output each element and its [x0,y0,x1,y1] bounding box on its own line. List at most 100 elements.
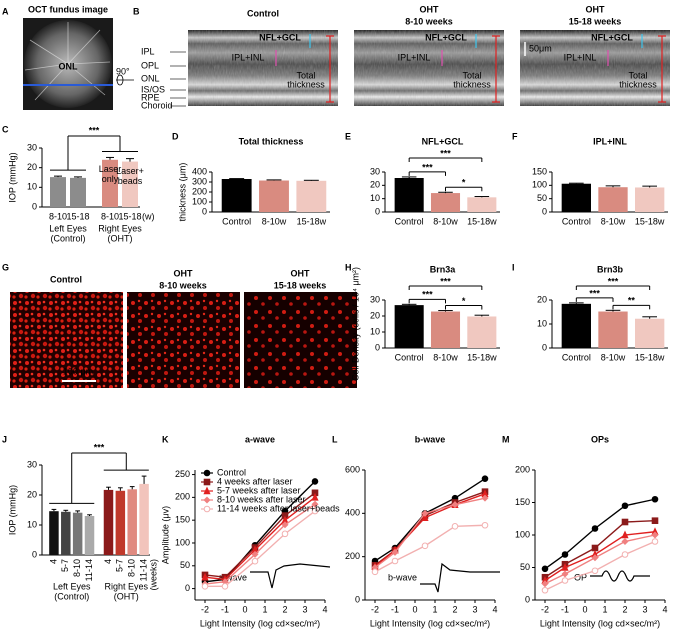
x-tick-label: Control [562,352,591,362]
y-tick-label: 30 [370,294,380,304]
y-axis-label: Amplitude (μv) [160,506,170,564]
point [421,513,429,521]
bar [49,511,59,555]
chart-title: OPs [591,434,609,444]
y-tick-label: 10 [370,193,380,203]
bar [394,178,424,212]
y-tick-label: 30 [370,166,380,176]
scale-label: 100 μm [63,366,93,376]
point [481,494,489,502]
significance: * [462,178,466,188]
panel-letter: M [502,434,510,444]
bar [221,179,252,212]
group-label: Right Eyes [98,223,142,233]
chart-title: Brn3a [430,264,457,274]
x-tick-label: 5-7 [115,559,125,572]
image-title: Control [247,8,279,18]
x-tick-label: 4 [662,604,667,614]
x-tick-label: -2 [541,604,549,614]
y-tick-label: 100 [532,180,547,190]
point [621,518,629,526]
bar [122,161,138,207]
inset-label: a-wave [218,572,247,582]
y-tick-label: 0 [185,583,190,593]
x-axis-label: Light Intensity (log cd×sec/m²) [540,618,660,628]
point [561,551,569,558]
group-label: (OHT) [108,233,133,243]
y-tick-label: 0 [32,549,37,559]
image-title: 15-18 weeks [569,16,622,26]
bar [598,187,628,212]
x-tick-label: 3 [642,604,647,614]
point [251,550,259,558]
x-axis-label: Light Intensity (log cd×sec/m²) [200,618,320,628]
layer-label: RPE [141,92,160,102]
x-tick-label: 1 [262,604,267,614]
panel-letter: H [345,262,352,272]
point [203,486,211,495]
y-tick-label: 150 [532,166,547,176]
bar [635,187,665,212]
y-tick-label: 0 [525,594,530,604]
y-tick-label: 20 [370,180,380,190]
y-tick-label: 400 [345,508,360,518]
bar [635,318,665,348]
x-tick-label: 15-18w [297,216,327,226]
y-tick-label: 0 [202,206,207,216]
series-line [374,478,486,562]
legend-label: 4 weeks after laser [217,476,293,486]
y-tick-label: 0 [375,342,380,352]
x-tick-label: 0 [412,604,417,614]
y-tick-label: 150 [175,515,190,525]
chart-title: b-wave [415,434,446,444]
point [421,509,429,517]
point [203,469,211,477]
bar [561,303,591,348]
group-label: (OHT) [114,591,139,601]
y-tick-label: 250 [175,469,190,479]
onl-label: ONL [59,61,79,71]
point [621,530,629,539]
total-label: thickness [619,79,657,89]
x-tick-label: 8-10 [127,559,137,577]
x-unit-label: (w) [142,211,155,221]
significance: *** [440,148,451,158]
inset-waveform [590,570,650,582]
x-tick-label: 15-18 [118,211,141,221]
y-tick-label: 10 [370,326,380,336]
point [621,551,629,558]
point [561,570,569,578]
bar [70,177,86,207]
point [281,521,289,529]
group-label: Left Eyes [49,223,87,233]
panel-letter: C [2,124,9,134]
y-tick-label: 600 [345,464,360,474]
bar [103,489,114,555]
y-tick-label: 100 [515,529,530,539]
vessels [24,22,111,101]
panel-letter: G [2,262,9,272]
point [281,530,289,538]
point [561,563,569,571]
bar [467,197,497,212]
legend-label: 11-14 weeks after laser+beads [217,503,340,513]
significance: *** [440,276,451,286]
chart-title: a-wave [245,434,275,444]
significance: ** [628,296,636,306]
bar [394,305,424,348]
y-tick-label: 0 [542,342,547,352]
x-tick-label: 5-7 [60,559,70,572]
point [591,544,599,552]
significance: *** [94,442,105,452]
y-tick-label: 20 [27,162,37,172]
x-tick-label: 15-18w [467,352,497,362]
fluorescence-image [244,292,357,388]
y-axis-label: Cell Density (cells / 10⁴ μm²) [350,267,360,381]
image-title: 8-10 weeks [159,280,207,290]
y-tick-label: 300 [192,176,207,186]
legend-label: 5-7 weeks after laser [217,485,301,495]
x-tick-label: 8-10 [49,211,67,221]
ipl-label: IPL+INL [564,52,597,62]
point [201,572,209,581]
bar-label: Laser+ [116,166,144,176]
